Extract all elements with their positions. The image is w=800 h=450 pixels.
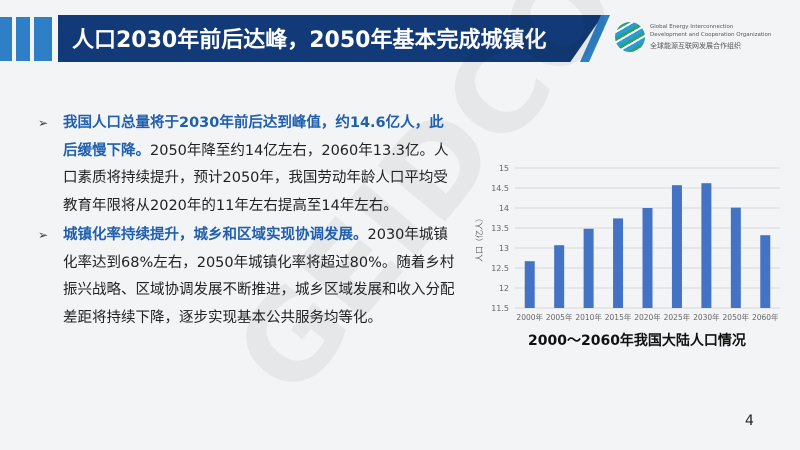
y-tick-label: 15 bbox=[499, 164, 509, 173]
y-tick-label: 14 bbox=[499, 204, 509, 213]
bar-2020年 bbox=[642, 208, 653, 308]
y-axis-label: 人口（亿人） bbox=[474, 214, 484, 262]
bullet-item: ➢ 我国人口总量将于2030年前后达到峰值，约14.6亿人，此后缓慢下降。2050… bbox=[38, 110, 458, 220]
chart-title: 2000～2060年我国大陆人口情况 bbox=[528, 333, 746, 349]
logo-text-cn: 全球能源互联网发展合作组织 bbox=[650, 42, 741, 50]
population-bar-chart: 11.5 12 12.5 13 13.5 14 14.5 15 人口（亿人） 2000年 2005年… bbox=[474, 164, 780, 322]
bullet-list: ➢ 我国人口总量将于2030年前后达到峰值，约14.6亿人，此后缓慢下降。2050… bbox=[38, 110, 458, 334]
bullet-text: 2030年城镇化率达到68%左右，2050年城镇化率将超过80%。随着乡村振兴战… bbox=[63, 227, 455, 326]
decor-square bbox=[16, 17, 30, 61]
x-tick-label: 2010年 bbox=[575, 312, 602, 322]
page-title: 人口2030年前后达峰，2050年基本完成城镇化 bbox=[72, 28, 547, 53]
bar-2050年 bbox=[730, 207, 741, 308]
geidco-logo-icon bbox=[615, 22, 645, 52]
decor-square bbox=[34, 17, 52, 61]
logo-text-en1: Global Energy Interconnection bbox=[650, 24, 734, 30]
x-tick-label: 2005年 bbox=[546, 312, 573, 322]
x-tick-label: 2000年 bbox=[516, 312, 543, 322]
bullet-emphasis: 我国人口总量将于2030年前后达到峰值，约14.6亿人，此后缓慢下降。 bbox=[63, 115, 444, 159]
bullet-text: 2050年降至约14亿左右，2060年13.3亿。人口素质将持续提升，预计205… bbox=[63, 142, 449, 214]
bar-2015年 bbox=[613, 218, 624, 308]
y-tick-label: 13.5 bbox=[491, 224, 509, 233]
logo-text-en2: Development and Cooperation Organization bbox=[650, 32, 772, 38]
bar-2025年 bbox=[671, 185, 682, 308]
page-number: 4 bbox=[745, 413, 754, 429]
x-tick-label: 2020年 bbox=[634, 312, 661, 322]
x-tick-label: 2050年 bbox=[723, 312, 750, 322]
arrow-bullet-icon: ➢ bbox=[38, 228, 49, 242]
bullet-item: ➢ 城镇化率持续提升，城乡和区域实现协调发展。2030年城镇化率达到68%左右，2… bbox=[38, 222, 458, 332]
y-tick-label: 11.5 bbox=[491, 304, 509, 313]
y-tick-label: 12.5 bbox=[491, 264, 509, 273]
bar-2000年 bbox=[524, 261, 535, 308]
bar-2060年 bbox=[760, 235, 771, 308]
decor-square bbox=[0, 17, 12, 61]
title-banner bbox=[58, 15, 603, 62]
y-tick-label: 14.5 bbox=[491, 184, 509, 193]
bar-2005年 bbox=[554, 245, 565, 308]
y-tick-label: 12 bbox=[499, 284, 509, 293]
arrow-bullet-icon: ➢ bbox=[38, 116, 49, 130]
y-tick-label: 13 bbox=[499, 244, 509, 253]
x-tick-label: 2025年 bbox=[664, 312, 691, 322]
bar-2030年 bbox=[701, 183, 712, 308]
x-tick-label: 2060年 bbox=[752, 312, 779, 322]
bar-2010年 bbox=[583, 228, 594, 308]
x-tick-label: 2015年 bbox=[605, 312, 632, 322]
bullet-emphasis: 城镇化率持续提升，城乡和区域实现协调发展。 bbox=[63, 227, 368, 243]
x-tick-label: 2030年 bbox=[693, 312, 720, 322]
